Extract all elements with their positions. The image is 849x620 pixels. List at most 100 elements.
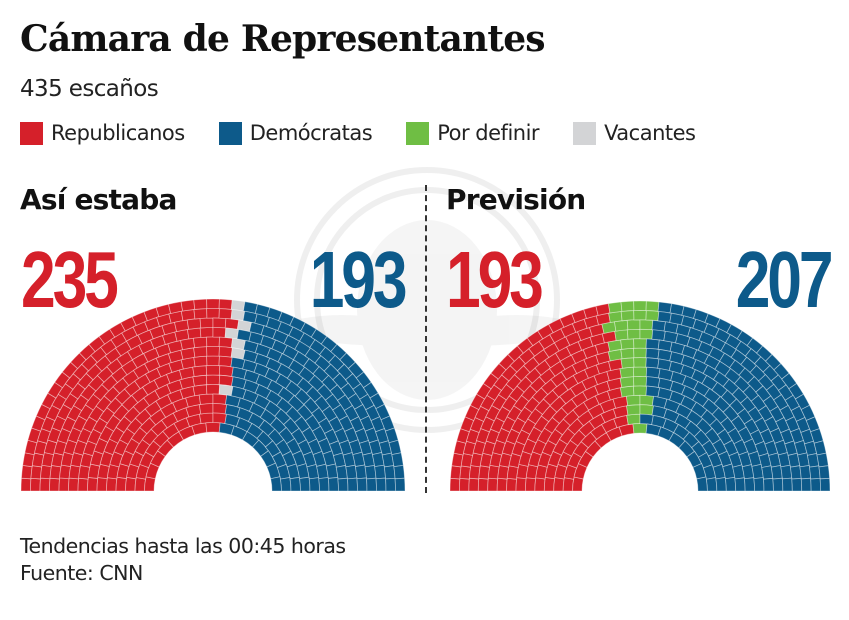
seat-tbd: [645, 300, 660, 312]
seat-rep: [224, 318, 240, 330]
seat-rep: [205, 374, 221, 386]
seat-dem: [818, 465, 831, 480]
seat-rep: [168, 301, 184, 314]
seat-dem: [724, 476, 737, 492]
seat-rep: [206, 346, 220, 357]
seat-tbd: [626, 319, 641, 331]
legend-swatch-por-definir: [406, 121, 430, 145]
seat-tbd: [633, 347, 647, 359]
seat-rep: [595, 303, 611, 316]
seat-dem: [385, 477, 396, 492]
seat-rep: [212, 403, 228, 415]
seat-rep: [553, 477, 565, 492]
seat-rep: [218, 346, 233, 358]
seat-dem: [809, 465, 821, 480]
seat-rep: [212, 317, 227, 329]
seat-rep: [30, 465, 43, 480]
seat-dem: [645, 385, 661, 398]
seat-dem: [270, 476, 282, 492]
seat-rep: [30, 477, 41, 492]
seat-rep: [468, 477, 480, 492]
seat-tbd: [620, 300, 635, 312]
seat-dem: [819, 477, 831, 492]
seat-dem: [657, 310, 672, 323]
seat-rep: [40, 464, 52, 480]
panel-divider: [425, 185, 427, 493]
seat-tbd: [620, 357, 635, 369]
seat-rep: [20, 477, 32, 492]
legend-swatch-vacantes: [573, 121, 597, 145]
seat-rep: [180, 299, 196, 312]
seat-dem: [364, 464, 377, 480]
seat-dem: [810, 477, 821, 492]
seat-rep: [68, 477, 79, 492]
seat-rep: [125, 476, 137, 492]
seat-dem: [651, 329, 666, 342]
seat-dem: [763, 477, 774, 492]
legend-label: Por definir: [437, 121, 540, 145]
seat-tbd: [633, 310, 647, 321]
legend-item-republicanos: Republicanos: [20, 121, 185, 145]
seat-tbd: [619, 376, 635, 388]
seat-vac: [224, 327, 240, 340]
seat-dem: [383, 465, 396, 480]
seat-dem: [327, 476, 339, 492]
seat-rep: [449, 465, 462, 480]
seat-dem: [751, 463, 764, 480]
seat-tbd: [626, 328, 641, 340]
seat-rep: [106, 477, 118, 492]
seat-dem: [734, 477, 746, 492]
seat-dem: [375, 477, 387, 492]
seat-dem: [279, 476, 292, 492]
seat-dem: [318, 477, 330, 492]
seat-dem: [777, 452, 791, 468]
seat-tbd: [645, 310, 660, 322]
seat-rep: [192, 374, 208, 387]
seat-dem: [299, 476, 311, 492]
seat-rep: [487, 477, 499, 492]
seat-rep: [186, 318, 202, 330]
seat-rep: [205, 384, 221, 395]
legend-label: Vacantes: [604, 121, 696, 145]
seat-tbd: [639, 328, 654, 340]
seat-rep: [96, 477, 108, 492]
seat-rep: [193, 298, 208, 310]
seat-dem: [772, 477, 784, 492]
seat-dem: [337, 477, 349, 492]
seat-dem: [356, 477, 368, 492]
seat-rep: [58, 477, 70, 492]
seat-tbd: [633, 300, 647, 311]
seat-dem: [645, 347, 660, 360]
seat-dem: [743, 477, 755, 492]
footer-source: Fuente: CNN: [20, 561, 143, 585]
seat-rep: [218, 308, 233, 320]
seat-tbd: [626, 413, 641, 426]
footer: Tendencias hasta las 00:45 horas Fuente:…: [20, 533, 346, 587]
page-title: Cámara de Representantes: [20, 18, 546, 60]
seat-tbd: [607, 301, 623, 314]
seat-rep: [21, 464, 33, 480]
seat-tbd: [632, 366, 648, 378]
seat-rep: [572, 476, 584, 492]
seat-rep: [218, 298, 233, 310]
before-republican-count: 235: [21, 235, 119, 324]
seat-rep: [218, 365, 234, 377]
seat-rep: [134, 476, 147, 492]
seat-rep: [77, 477, 89, 492]
seat-dem: [347, 477, 358, 492]
legend-item-por-definir: Por definir: [406, 121, 540, 145]
seat-rep: [193, 355, 208, 368]
seat-tbd: [620, 338, 635, 350]
seat-rep: [205, 365, 221, 376]
seat-tbd: [632, 385, 648, 396]
seat-dem: [705, 477, 718, 492]
seat-dem: [394, 477, 406, 492]
seat-dem: [308, 477, 320, 492]
hemicycle-prevision: [449, 300, 831, 492]
seat-dem: [800, 477, 812, 492]
seat-dem: [753, 477, 765, 492]
seat-tbd: [619, 366, 635, 379]
seat-tbd: [626, 404, 641, 416]
seat-vac: [230, 309, 246, 322]
